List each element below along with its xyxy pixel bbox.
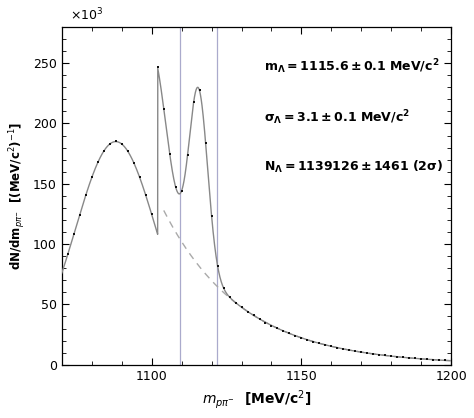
Text: $\times10^{3}$: $\times10^{3}$ [70,7,103,23]
Text: $\mathbf{N_{\Lambda} = 1139126 \pm 1461\ (2\sigma)}$: $\mathbf{N_{\Lambda} = 1139126 \pm 1461\… [264,159,443,175]
Text: $\mathbf{\sigma_{\Lambda} = 3.1 \pm 0.1\ MeV/c^{2}}$: $\mathbf{\sigma_{\Lambda} = 3.1 \pm 0.1\… [264,108,410,127]
Text: $\mathbf{m_{\Lambda} = 1115.6 \pm 0.1\ MeV/c^{2}}$: $\mathbf{m_{\Lambda} = 1115.6 \pm 0.1\ M… [264,57,440,76]
X-axis label: $m_{p\pi^{-}}$  [MeV/c$^{2}$]: $m_{p\pi^{-}}$ [MeV/c$^{2}$] [202,388,311,411]
Y-axis label: dN/dm$_{p\pi^{-}}$  [(MeV/c$^{2}$)$^{-1}$]: dN/dm$_{p\pi^{-}}$ [(MeV/c$^{2}$)$^{-1}$… [7,122,27,270]
